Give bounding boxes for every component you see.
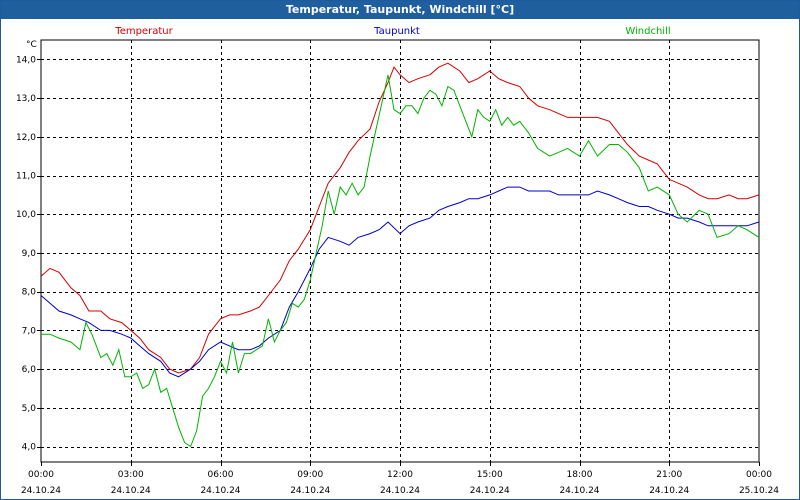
x-axis: 00:00 24.10.24 03:00 24.10.24 06:00 24.10.24 0… [21,462,779,496]
x-tick-time-label: 18:00 [567,470,593,480]
legend-entry-windchill: Windchill [625,26,670,37]
legend-entry-temperatur: Temperatur [114,26,173,37]
x-tick-time-label: 03:00 [118,470,144,480]
grid-layer [41,40,759,462]
series-line-taupunkt [40,186,760,378]
x-tick-date-label: 24.10.24 [21,486,61,496]
x-tick-time-label: 00:00 [28,470,54,480]
x-tick-date-label: 24.10.24 [111,486,151,496]
y-tick-label: 10,0 [16,210,36,220]
series-line-temperatur [40,62,760,374]
x-tick-time-label: 06:00 [208,470,234,480]
y-tick-label: 8,0 [22,288,37,298]
window-title: Temperatur, Taupunkt, Windchill [°C] [1,1,799,19]
y-tick-label: 7,0 [22,326,37,336]
y-tick-label: 11,0 [16,172,36,182]
x-tick-date-label: 24.10.24 [649,486,689,496]
y-tick-label: 6,0 [22,365,37,375]
x-tick-date-label: 25.10.24 [739,486,779,496]
legend: Temperatur Taupunkt Windchill [114,26,670,37]
y-tick-label: 12,0 [16,133,36,143]
y-tick-label: 9,0 [22,249,37,259]
series-layer [40,62,760,448]
y-axis: 4,0 5,0 6,0 7,0 8,0 9,0 10,0 11,0 12,0 13,0 14,0 [16,55,41,453]
x-tick-date-label: 24.10.24 [290,486,330,496]
x-tick-time-label: 12:00 [387,470,413,480]
y-tick-label: 14,0 [16,55,36,65]
x-tick-time-label: 21:00 [656,470,682,480]
x-tick-time-label: 00:00 [746,470,772,480]
y-axis-unit-label: °C [26,40,37,50]
x-tick-time-label: 15:00 [477,470,503,480]
x-tick-date-label: 24.10.24 [200,486,240,496]
y-tick-label: 5,0 [22,404,37,414]
legend-entry-taupunkt: Taupunkt [373,26,420,37]
x-tick-date-label: 24.10.24 [380,486,420,496]
x-tick-time-label: 09:00 [297,470,323,480]
series-line-windchill [41,74,760,448]
y-tick-label: 13,0 [16,94,36,104]
x-tick-date-label: 24.10.24 [470,486,510,496]
y-tick-label: 4,0 [22,443,37,453]
x-tick-date-label: 24.10.24 [559,486,599,496]
